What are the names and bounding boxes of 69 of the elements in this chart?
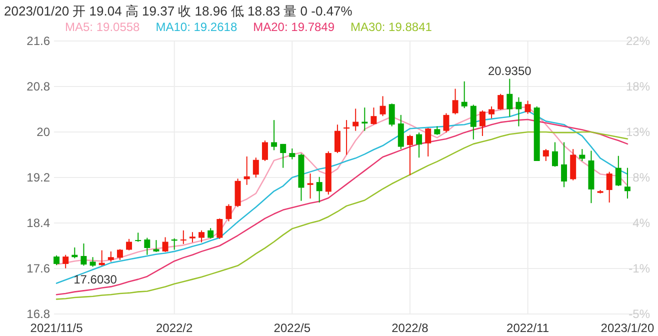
- y-tick-label: 17.6: [26, 262, 50, 276]
- candlestick: [542, 148, 549, 162]
- x-tick-label: 2023/1/20: [600, 321, 654, 335]
- candlestick: [90, 256, 96, 268]
- candlestick: [144, 237, 150, 256]
- candlestick: [198, 230, 205, 243]
- text: MA20: 19.7849: [253, 20, 335, 34]
- candlestick: [561, 142, 568, 188]
- candlestick: [552, 142, 558, 168]
- candlestick: [524, 100, 531, 114]
- candlestick: [443, 112, 450, 134]
- candlestick: [606, 171, 612, 204]
- candlestick: [406, 134, 413, 176]
- candlestick: [624, 167, 630, 200]
- candlestick: [252, 157, 259, 178]
- candlestick: [162, 236, 168, 253]
- candlestick: [271, 120, 278, 151]
- candlestick: [126, 238, 132, 251]
- candlestick: [352, 108, 359, 132]
- candlestick: [425, 128, 432, 157]
- x-tick-label: 2022/2: [156, 321, 194, 335]
- candlestick: [208, 228, 214, 239]
- candlestick: [370, 107, 377, 126]
- candlestick: [153, 240, 160, 253]
- candlestick: [506, 78, 513, 118]
- x-tick-label: 2022/5: [274, 321, 311, 335]
- candlestick: [316, 176, 322, 204]
- candlestick: [452, 88, 458, 115]
- x-tick-label: 2021/11/5: [30, 321, 84, 335]
- candlestick: [334, 124, 340, 154]
- candlestick: [461, 80, 468, 109]
- y-tick-label: 18.4: [26, 216, 50, 230]
- candlestick: [479, 110, 486, 136]
- candlestick: [189, 232, 196, 243]
- candlestick: [380, 96, 386, 117]
- candlestick: [470, 104, 476, 140]
- candlestick: [615, 155, 622, 187]
- annotation: 20.9350: [488, 64, 532, 78]
- text: MA10: 19.2618: [156, 20, 238, 34]
- candlestick: [135, 232, 142, 242]
- candlestick: [289, 148, 296, 160]
- candlestick: [216, 218, 223, 240]
- y-tick-label: 19.2: [26, 170, 50, 184]
- candlestick: [398, 114, 404, 150]
- y-tick-label: 20: [36, 125, 50, 139]
- candlestick: [498, 93, 504, 110]
- annotation: 17.6030: [74, 272, 118, 286]
- candlestick: [388, 103, 395, 127]
- y-tick-label: 20.8: [26, 80, 50, 94]
- candlestick: [416, 132, 422, 158]
- candlestick: [280, 143, 286, 168]
- candlestick: [226, 204, 232, 222]
- candlestick: [262, 140, 268, 162]
- text: 2023/01/20 开 19.04 高 19.37 收 18.96 低 18.83 量 0 -0.47%: [4, 4, 353, 18]
- candlestick: [108, 250, 114, 262]
- candlestick: [307, 173, 314, 200]
- candlestick: [62, 254, 69, 269]
- candlestick: [80, 242, 87, 266]
- text: MA5: 19.0558: [65, 20, 140, 34]
- candlestick: [488, 106, 495, 119]
- y-tick-label: 16.8: [26, 307, 50, 321]
- candlestick: [180, 230, 186, 245]
- x-tick-label: 2022/8: [392, 321, 429, 335]
- candlestick: [516, 96, 522, 127]
- candlestick: [54, 254, 60, 266]
- candlestick: [116, 248, 123, 260]
- y-tick-label: 21.6: [26, 34, 50, 48]
- x-tick-label: 2022/11: [506, 321, 550, 335]
- text: MA30: 19.8841: [350, 20, 432, 34]
